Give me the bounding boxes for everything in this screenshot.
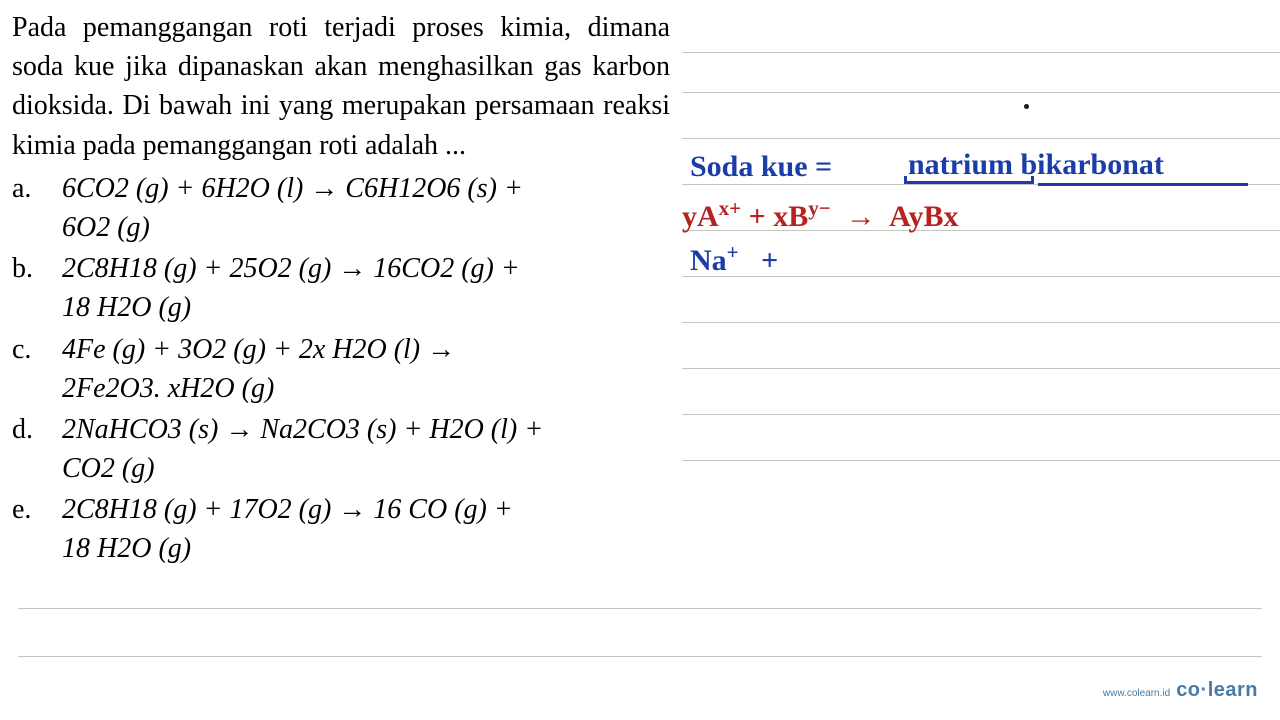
page-rule: [18, 608, 1262, 609]
option-line: 4Fe (g) + 3O2 (g) + 2x H2O (l) →: [62, 334, 455, 365]
option-line: 2C8H18 (g) + 17O2 (g) → 16 CO (g) +: [62, 494, 513, 525]
option-line: 6CO2 (g) + 6H2O (l) → C6H12O6 (s) +: [62, 173, 523, 204]
underline: [904, 176, 1034, 184]
ruled-line: [682, 92, 1280, 93]
option-label: c.: [12, 330, 62, 408]
page-rule: [18, 656, 1262, 657]
option-line: 18 H2O (g): [62, 533, 191, 564]
option-line: 18 H2O (g): [62, 292, 191, 323]
ruled-line: [682, 52, 1280, 53]
footer: www.colearn.id co·learn: [1103, 679, 1258, 702]
option-c: c. 4Fe (g) + 3O2 (g) + 2x H2O (l) → 2Fe2…: [12, 330, 670, 408]
option-line: CO2 (g): [62, 453, 155, 484]
option-d: d. 2NaHCO3 (s) → Na2CO3 (s) + H2O (l) + …: [12, 410, 670, 488]
option-line: 2C8H18 (g) + 25O2 (g) → 16CO2 (g) +: [62, 253, 520, 284]
options-list: a. 6CO2 (g) + 6H2O (l) → C6H12O6 (s) + 6…: [12, 169, 670, 569]
option-e: e. 2C8H18 (g) + 17O2 (g) → 16 CO (g) + 1…: [12, 490, 670, 568]
note-formula: yAx+ + xBy− → AyBx: [682, 196, 959, 234]
ruled-line: [682, 414, 1280, 415]
dot-mark: [1024, 104, 1029, 109]
ruled-line: [682, 322, 1280, 323]
option-line: 2Fe2O3. xH2O (g): [62, 373, 274, 404]
option-line: 6O2 (g): [62, 212, 150, 243]
option-line: 2NaHCO3 (s) → Na2CO3 (s) + H2O (l) +: [62, 414, 543, 445]
option-label: b.: [12, 249, 62, 327]
underline: [1038, 178, 1248, 186]
option-label: a.: [12, 169, 62, 247]
handwritten-notes: Soda kue = natrium bikarbonat yAx+ + xBy…: [682, 8, 1268, 571]
note-soda-label: Soda kue =: [690, 150, 832, 184]
ruled-line: [682, 368, 1280, 369]
ruled-line: [682, 138, 1280, 139]
option-label: d.: [12, 410, 62, 488]
ruled-line: [682, 460, 1280, 461]
footer-brand: co·learn: [1176, 679, 1258, 702]
question-prompt: Pada pemanggangan roti terjadi proses ki…: [12, 8, 670, 165]
option-b: b. 2C8H18 (g) + 25O2 (g) → 16CO2 (g) + 1…: [12, 249, 670, 327]
option-label: e.: [12, 490, 62, 568]
footer-url: www.colearn.id: [1103, 688, 1170, 699]
note-na: Na+ +: [690, 240, 778, 278]
option-a: a. 6CO2 (g) + 6H2O (l) → C6H12O6 (s) + 6…: [12, 169, 670, 247]
